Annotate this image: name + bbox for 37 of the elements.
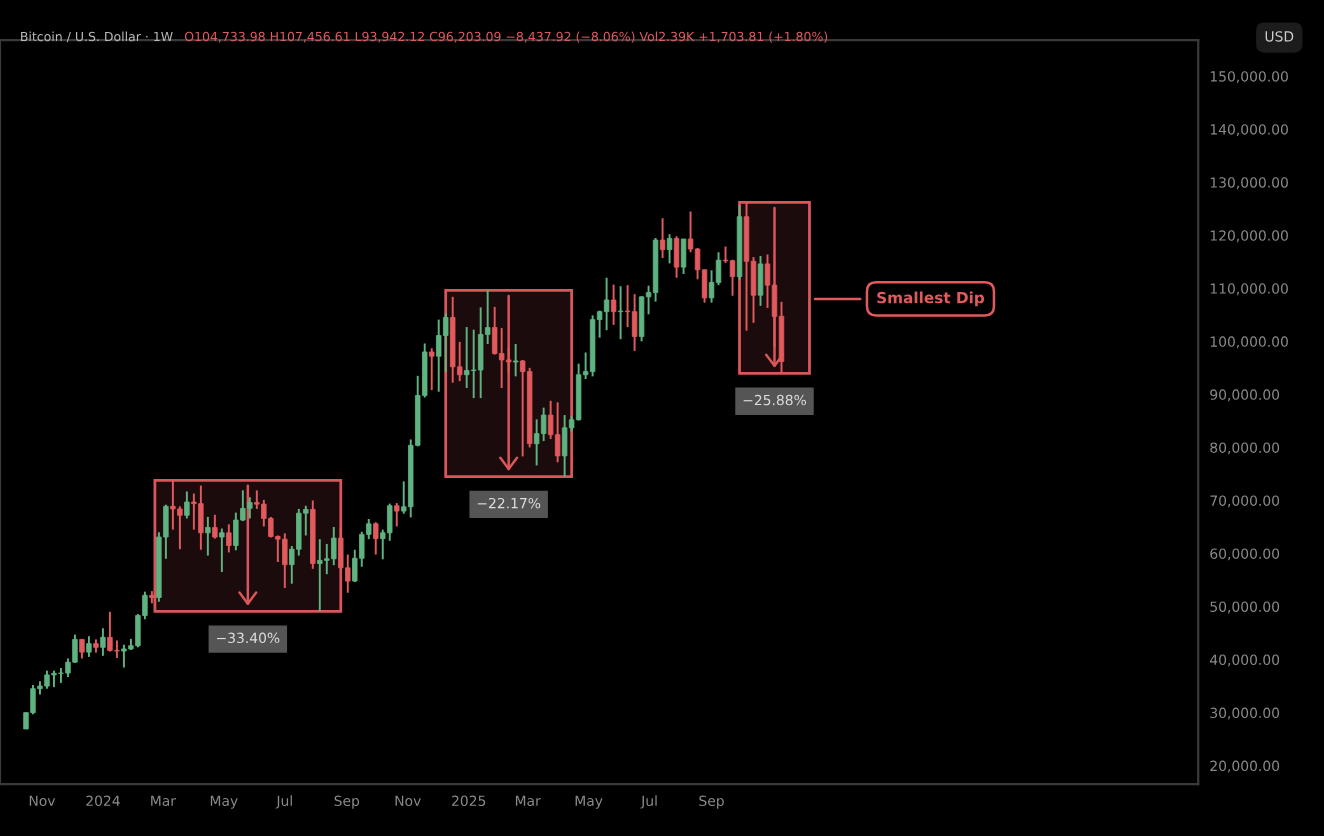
candlestick xyxy=(603,276,610,332)
candlestick xyxy=(317,538,323,613)
candlestick xyxy=(226,523,232,554)
candlestick xyxy=(610,283,617,326)
candlestick xyxy=(561,414,568,478)
candlestick xyxy=(680,238,687,275)
candlestick xyxy=(212,513,218,540)
candlestick xyxy=(659,217,666,260)
candlestick xyxy=(512,343,519,378)
candlestick xyxy=(436,318,442,393)
candlestick xyxy=(331,525,337,567)
candlestick xyxy=(666,233,673,265)
candlestick xyxy=(198,484,204,551)
candlestick xyxy=(631,293,638,352)
candlestick xyxy=(282,532,288,589)
candlestick xyxy=(79,638,85,660)
candlestick xyxy=(757,255,764,307)
candlestick xyxy=(729,258,736,297)
candlestick xyxy=(184,490,190,520)
candlestick xyxy=(107,610,113,653)
candlestick xyxy=(100,627,106,657)
candlestick xyxy=(429,347,435,392)
candlestick xyxy=(470,328,477,400)
candlestick xyxy=(121,643,127,669)
candlestick xyxy=(86,635,92,658)
candlestick xyxy=(394,502,400,528)
candlestick xyxy=(554,401,561,464)
candlestick xyxy=(233,511,239,552)
candlestick xyxy=(519,358,526,458)
candlestick xyxy=(373,521,379,556)
candlestick xyxy=(58,667,64,684)
candlestick xyxy=(247,496,253,520)
candlestick xyxy=(205,515,211,557)
candlestick xyxy=(673,235,680,279)
candlestick xyxy=(44,669,50,690)
candlestick xyxy=(617,285,624,341)
candlestick xyxy=(219,527,225,574)
